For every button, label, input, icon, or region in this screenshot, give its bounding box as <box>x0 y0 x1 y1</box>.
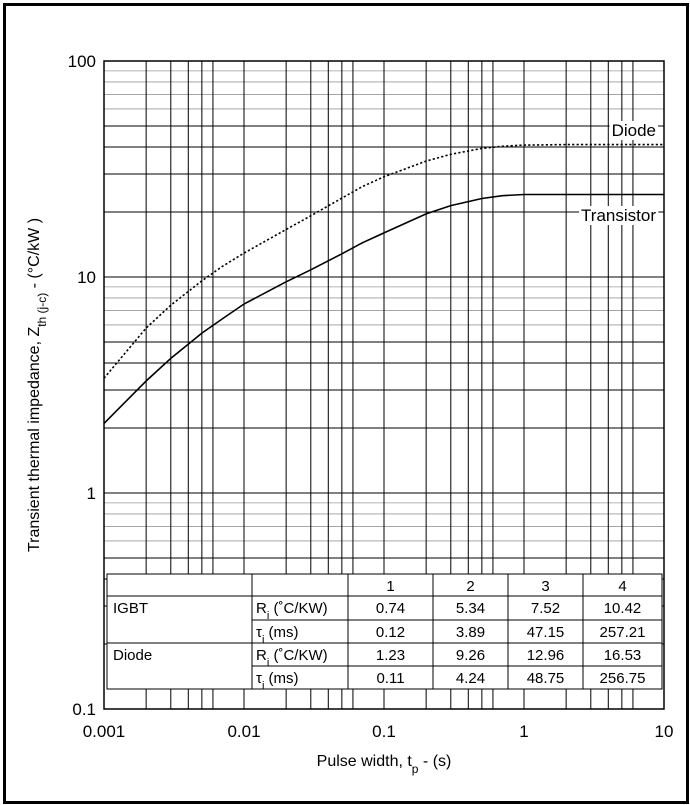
series-line-diode <box>103 143 664 379</box>
plot-border <box>103 60 665 710</box>
table-value-cell: 48.75 <box>527 670 565 687</box>
table-value-cell: 0.74 <box>376 600 405 617</box>
table-value-cell: 257.21 <box>600 624 646 641</box>
table-param-label: τi (ms) <box>256 670 299 692</box>
table-value-cell: 7.52 <box>531 600 560 617</box>
table-value-cell: 9.26 <box>456 647 485 664</box>
table-value-cell: 16.53 <box>604 647 642 664</box>
table-device-label: Diode <box>113 647 152 664</box>
table-value-cell: 47.15 <box>527 624 565 641</box>
y-axis-label-main: Transient thermal impedance, Z <box>26 327 43 553</box>
table-value-cell: 3.89 <box>456 624 485 641</box>
x-tick-label: 10 <box>655 722 674 741</box>
y-tick-label: 1 <box>87 484 96 503</box>
x-axis-label: Pulse width, tp - (s) <box>317 753 452 776</box>
x-axis-label-sub: p <box>412 762 419 776</box>
x-tick-labels: 0.001 0.01 0.1 1 10 <box>83 722 674 741</box>
series-label-transistor: Transistor <box>581 206 656 225</box>
chart-frame <box>3 3 689 804</box>
y-tick-label: 0.1 <box>72 700 96 719</box>
y-axis-label-suffix: - (°C/kW ) <box>26 218 43 293</box>
table-value-cell: 1.23 <box>376 647 405 664</box>
series-label-bg <box>609 121 658 140</box>
table-header-cell: 4 <box>618 578 626 595</box>
table-value-cell: 0.12 <box>376 624 405 641</box>
table-value-cell: 10.42 <box>604 600 642 617</box>
x-tick-label: 0.01 <box>227 722 260 741</box>
table-param-label: Ri (˚C/KW) <box>256 600 328 622</box>
series-label-diode: Diode <box>612 121 656 140</box>
x-tick-label: 1 <box>519 722 528 741</box>
table-value-cell: 0.11 <box>376 670 404 687</box>
parameter-table: 1 2 3 4 IGBT Ri (˚C/KW) 0.74 5.34 7.52 10.42 τi (m… <box>106 573 663 692</box>
table-param-label: Ri (˚C/KW) <box>256 647 328 669</box>
table-header-cell: 2 <box>466 578 474 595</box>
y-tick-label: 10 <box>77 268 96 287</box>
series-layer <box>103 143 664 424</box>
table-value-cell: 5.34 <box>456 600 485 617</box>
table-device-label: IGBT <box>113 600 148 617</box>
table-background <box>106 573 663 690</box>
y-tick-label: 100 <box>68 52 96 71</box>
x-axis-label-main: Pulse width, t <box>317 753 413 770</box>
table-value-cell: 4.24 <box>456 670 485 687</box>
x-tick-label: 0.001 <box>83 722 126 741</box>
x-tick-label: 0.1 <box>372 722 396 741</box>
series-label-bg <box>579 206 659 225</box>
y-axis-label: Transient thermal impedance, Zth (j-c) -… <box>26 218 49 552</box>
series-line-transistor <box>103 193 664 424</box>
table-value-cell: 12.96 <box>527 647 565 664</box>
table-param-label: τi (ms) <box>256 624 299 646</box>
table-header-cell: 1 <box>386 578 394 595</box>
y-axis-label-sub: th (j-c) <box>35 293 49 327</box>
table-header-cell: 3 <box>541 578 549 595</box>
y-tick-labels: 0.1 1 10 100 <box>68 52 96 719</box>
x-axis-label-suffix: - (s) <box>418 753 451 770</box>
table-value-cell: 256.75 <box>600 670 646 687</box>
